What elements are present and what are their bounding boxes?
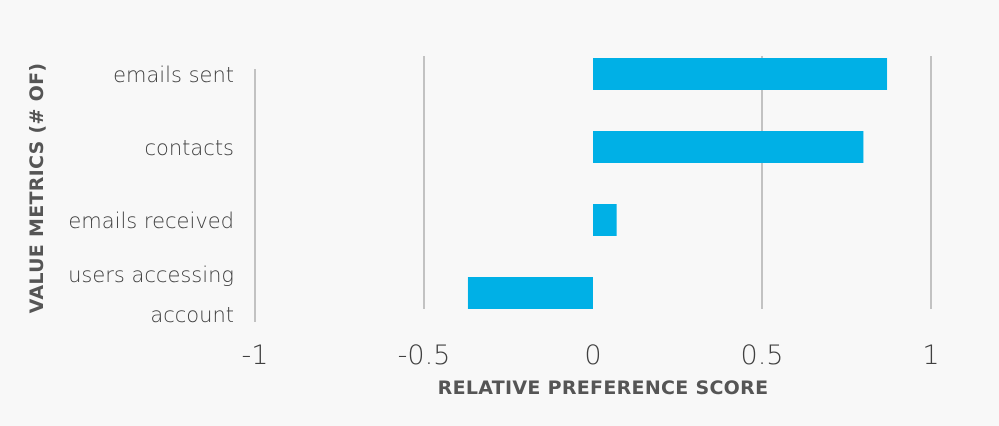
category-label: users accessing: [68, 263, 234, 287]
x-tick-label: 0.5: [741, 340, 784, 371]
bars: [467, 58, 888, 309]
category-label: account: [150, 303, 234, 327]
grid-lines: [254, 56, 932, 322]
bar: [467, 277, 593, 309]
x-tick-labels: -1 -0.5 0 0.5 1: [242, 340, 940, 371]
bar: [593, 204, 617, 236]
category-label: emails received: [68, 209, 234, 233]
category-label: emails sent: [113, 63, 234, 87]
x-tick-label: -0.5: [398, 340, 451, 371]
x-tick-label: 1: [922, 340, 939, 371]
bar: [593, 131, 864, 163]
y-axis-title: VALUE METRICS (# OF): [26, 63, 48, 314]
x-tick-label: -1: [242, 340, 269, 371]
x-axis-title: RELATIVE PREFERENCE SCORE: [438, 377, 769, 399]
x-tick-label: 0: [584, 340, 601, 371]
category-label: contacts: [144, 136, 234, 160]
category-labels: emails sent contacts emails received users …: [68, 63, 234, 327]
bar: [593, 58, 888, 90]
